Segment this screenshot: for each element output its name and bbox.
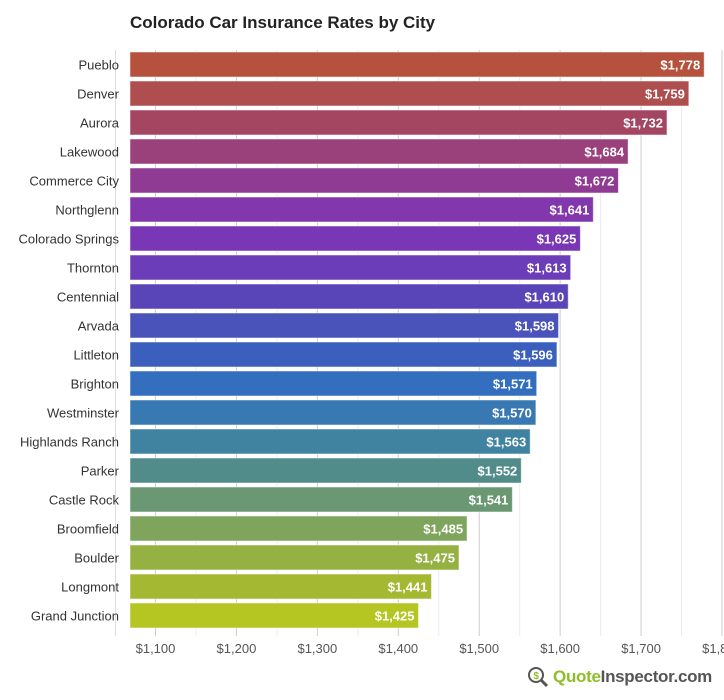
svg-text:$: $	[533, 671, 539, 682]
bar	[129, 602, 420, 629]
data-label: $1,641	[550, 203, 590, 218]
bar	[129, 167, 619, 194]
data-label: $1,598	[515, 319, 555, 334]
quoteinspector-logo[interactable]: $ QuoteInspector.com	[527, 666, 712, 688]
category-label: Denver	[77, 87, 120, 102]
data-label: $1,672	[575, 174, 615, 189]
data-label: $1,625	[537, 232, 577, 247]
data-label: $1,610	[524, 290, 564, 305]
logo-inspector: Inspector.com	[600, 667, 713, 686]
data-label: $1,613	[527, 261, 567, 276]
x-tick-label: $1,800	[702, 641, 724, 656]
x-tick-label: $1,300	[297, 641, 337, 656]
category-label: Arvada	[78, 319, 120, 334]
bar	[129, 341, 558, 368]
category-label: Pueblo	[79, 58, 119, 73]
data-label: $1,441	[388, 580, 428, 595]
bar	[129, 51, 705, 78]
data-label: $1,596	[513, 348, 553, 363]
category-label: Grand Junction	[31, 609, 119, 624]
bar	[129, 80, 690, 107]
data-label: $1,552	[478, 464, 518, 479]
x-tick-label: $1,500	[459, 641, 499, 656]
chart-title: Colorado Car Insurance Rates by City	[130, 13, 436, 32]
bar	[129, 283, 569, 310]
category-label: Northglenn	[55, 203, 119, 218]
category-label: Broomfield	[57, 522, 119, 537]
category-label: Thornton	[67, 261, 119, 276]
bar	[129, 428, 531, 455]
category-label: Boulder	[74, 551, 119, 566]
category-label: Aurora	[80, 116, 120, 131]
x-tick-label: $1,600	[540, 641, 580, 656]
category-label: Parker	[81, 464, 120, 479]
data-label: $1,759	[645, 87, 685, 102]
bar	[129, 457, 522, 484]
dollar-magnifier-icon: $	[528, 667, 549, 688]
data-label: $1,425	[375, 609, 415, 624]
bar	[129, 109, 668, 136]
bar	[129, 370, 538, 397]
category-label: Colorado Springs	[19, 232, 120, 247]
category-label: Lakewood	[60, 145, 119, 160]
logo-quote: Quote	[553, 667, 601, 686]
x-tick-label: $1,200	[217, 641, 257, 656]
category-label: Brighton	[71, 377, 119, 392]
bar	[129, 254, 572, 281]
category-label: Commerce City	[29, 174, 119, 189]
category-label: Centennial	[57, 290, 119, 305]
category-label: Castle Rock	[49, 493, 120, 508]
bar	[129, 515, 468, 542]
data-label: $1,570	[492, 406, 532, 421]
data-label: $1,485	[423, 522, 463, 537]
bar	[129, 225, 581, 252]
data-label: $1,684	[584, 145, 625, 160]
bar	[129, 196, 594, 223]
data-label: $1,563	[486, 435, 526, 450]
x-tick-label: $1,100	[136, 641, 176, 656]
bar	[129, 486, 513, 513]
category-label: Littleton	[73, 348, 119, 363]
data-label: $1,475	[415, 551, 455, 566]
data-label: $1,778	[660, 58, 700, 73]
bar	[129, 544, 460, 571]
data-label: $1,541	[469, 493, 509, 508]
category-label: Westminster	[47, 406, 120, 421]
x-tick-label: $1,700	[621, 641, 661, 656]
bar	[129, 138, 629, 165]
bar	[129, 399, 537, 426]
data-label: $1,732	[623, 116, 663, 131]
category-label: Longmont	[61, 580, 119, 595]
category-label: Highlands Ranch	[20, 435, 119, 450]
bar	[129, 573, 432, 600]
data-label: $1,571	[493, 377, 533, 392]
x-tick-label: $1,400	[378, 641, 418, 656]
bar	[129, 312, 560, 339]
